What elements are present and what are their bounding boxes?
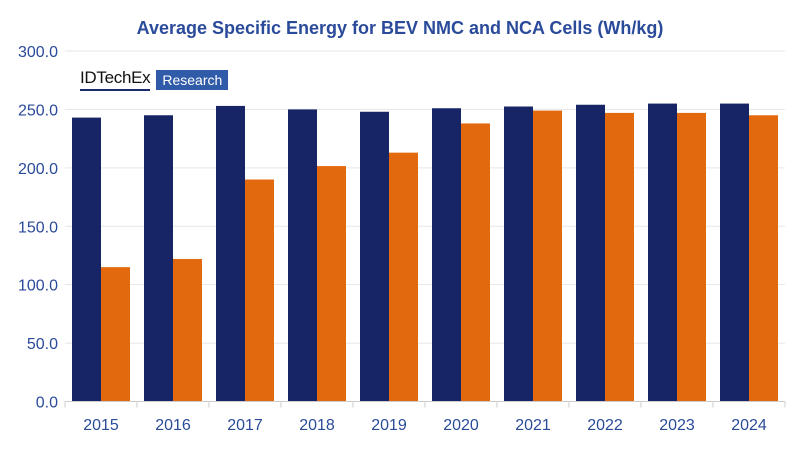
bar-2023-series-1	[648, 103, 677, 402]
y-tick-label: 300.0	[18, 44, 58, 61]
x-tick-label: 2017	[227, 417, 263, 434]
x-tick-label: 2020	[443, 417, 479, 434]
y-tick-label: 200.0	[18, 161, 58, 178]
bar-2022-series-2	[605, 112, 634, 402]
bar-2021-series-1	[504, 106, 533, 402]
chart-title: Average Specific Energy for BEV NMC and …	[136, 18, 664, 38]
bar-2019-series-2	[389, 152, 418, 402]
x-tick-label: 2016	[155, 417, 191, 434]
bar-2023-series-2	[677, 112, 706, 402]
bar-2019-series-1	[360, 111, 389, 402]
x-tick-label: 2024	[731, 417, 767, 434]
bar-2016-series-1	[144, 115, 173, 402]
bar-2018-series-1	[288, 109, 317, 402]
bar-2018-series-2	[317, 166, 346, 402]
logo-brand: IDTechEx	[80, 68, 151, 91]
y-tick-label: 250.0	[18, 102, 58, 119]
x-tick-label: 2022	[587, 417, 623, 434]
x-tick-label: 2018	[299, 417, 335, 434]
bar-2017-series-1	[216, 105, 245, 402]
bar-2020-series-2	[461, 123, 490, 402]
y-tick-label: 100.0	[18, 278, 58, 295]
x-tick-label: 2023	[659, 417, 695, 434]
bar-2020-series-1	[432, 108, 461, 402]
bar-2022-series-1	[576, 104, 605, 402]
y-tick-label: 150.0	[18, 219, 58, 236]
x-tick-label: 2015	[83, 417, 119, 434]
bar-2016-series-2	[173, 258, 202, 402]
bar-2015-series-2	[101, 267, 130, 402]
y-tick-label: 50.0	[27, 336, 58, 353]
logo-tag: Research	[156, 69, 229, 90]
y-tick-label: 0.0	[36, 395, 58, 412]
bar-2021-series-2	[533, 110, 562, 402]
bar-2024-series-2	[749, 115, 778, 402]
x-tick-label: 2021	[515, 417, 551, 434]
idtechex-logo: IDTechEx Research	[80, 68, 229, 91]
bar-2017-series-2	[245, 179, 274, 402]
bar-2024-series-1	[720, 103, 749, 402]
bar-2015-series-1	[72, 117, 101, 402]
x-tick-label: 2019	[371, 417, 407, 434]
